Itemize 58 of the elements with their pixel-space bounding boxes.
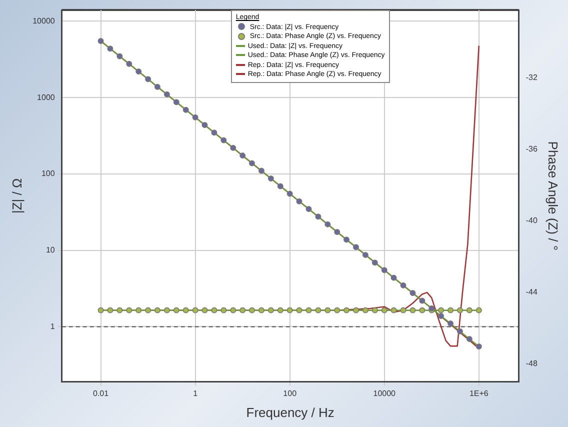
point bbox=[343, 236, 350, 243]
point bbox=[334, 228, 340, 235]
point bbox=[126, 60, 132, 67]
point bbox=[98, 38, 104, 44]
point bbox=[220, 137, 227, 144]
point bbox=[476, 344, 482, 350]
point bbox=[372, 260, 378, 266]
point bbox=[381, 267, 388, 274]
point bbox=[400, 282, 406, 288]
point bbox=[182, 106, 189, 113]
x-tick-label: 1E+6 bbox=[469, 388, 489, 398]
y-tick-label: 1000 bbox=[37, 92, 56, 102]
point bbox=[324, 221, 331, 228]
point bbox=[277, 183, 284, 190]
point bbox=[116, 53, 123, 60]
y2-tick-label: -44 bbox=[526, 288, 538, 297]
x-axis-title: Frequency / Hz bbox=[246, 404, 334, 420]
point bbox=[202, 122, 208, 128]
y-axis-title: |Z| / Ω bbox=[9, 178, 24, 214]
point bbox=[164, 91, 170, 98]
y-tick-label: 10 bbox=[46, 246, 56, 255]
point bbox=[410, 290, 416, 296]
point bbox=[258, 168, 264, 174]
y2-tick-label: -36 bbox=[526, 144, 538, 154]
point bbox=[448, 320, 454, 327]
point bbox=[306, 206, 312, 212]
y2-tick-label: -32 bbox=[526, 73, 538, 82]
point bbox=[173, 99, 180, 106]
point bbox=[136, 68, 142, 75]
y-tick-label: 10000 bbox=[32, 16, 56, 26]
x-tick-label: 0.01 bbox=[93, 388, 110, 398]
point bbox=[154, 84, 160, 90]
y2-tick-label: -40 bbox=[526, 216, 538, 226]
point bbox=[240, 152, 246, 159]
y2-tick-label: -48 bbox=[526, 359, 538, 368]
point bbox=[192, 114, 198, 120]
x-tick-label: 10000 bbox=[373, 388, 396, 398]
point bbox=[248, 160, 255, 166]
point bbox=[438, 313, 444, 320]
point bbox=[296, 198, 302, 204]
point bbox=[268, 176, 274, 182]
point bbox=[419, 298, 426, 304]
point bbox=[230, 144, 236, 151]
point bbox=[107, 46, 114, 52]
point bbox=[286, 190, 293, 197]
point bbox=[315, 214, 322, 220]
y-tick-label: 1 bbox=[50, 322, 56, 331]
point bbox=[390, 274, 397, 281]
y-tick-label: 100 bbox=[41, 169, 56, 178]
point bbox=[456, 328, 463, 334]
x-tick-label: 100 bbox=[283, 388, 298, 398]
point bbox=[362, 252, 368, 258]
point bbox=[211, 130, 218, 136]
point bbox=[145, 76, 152, 82]
point bbox=[466, 336, 472, 342]
point bbox=[352, 244, 359, 250]
y2-axis-title: Phase Angle (Z) / ° bbox=[546, 141, 561, 251]
x-tick-label: 1 bbox=[193, 388, 198, 398]
